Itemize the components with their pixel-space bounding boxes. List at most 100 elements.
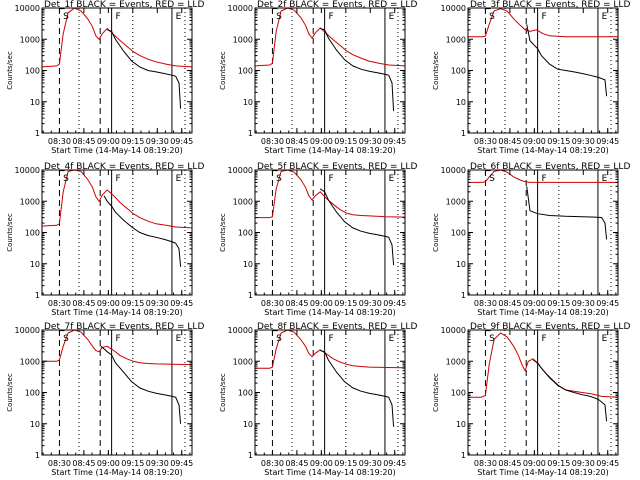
panel-title: Det_9f BLACK = Events, RED = LLD [470,322,630,332]
x-tick-label: 09:15 [334,299,357,308]
panel-title: Det_6f BLACK = Events, RED = LLD [470,162,630,172]
marker-label: S [276,12,282,22]
marker-label: E [389,334,395,344]
marker-label: S [489,12,495,22]
events-series-line [532,359,608,422]
y-axis-label: Counts/sec [219,373,227,412]
detector-panel: Det_5f BLACK = Events, RED = LLD S F E 1 10 10… [219,162,417,317]
x-tick-label: 09:30 [146,299,169,308]
y-tick-label: 1 [461,451,466,460]
y-tick-label: 1000 [233,35,253,44]
x-tick-label: 09:00 [97,459,120,468]
x-tick-label: 09:30 [359,137,382,146]
plot-frame [254,329,406,456]
x-axis-label: Start Time (14-May-14 08:19:20) [51,468,182,477]
x-tick-label: 09:45 [170,459,193,468]
events-series-line [526,186,608,240]
x-axis-label: Start Time (14-May-14 08:19:20) [264,146,395,155]
x-axis-label: Start Time (14-May-14 08:19:20) [477,468,608,477]
x-tick-label: 08:30 [48,137,71,146]
y-tick-label: 10000 [15,166,40,175]
x-tick-label: 09:45 [596,299,619,308]
y-tick-label: 1 [248,451,253,460]
y-tick-label: 1000 [233,197,253,206]
lld-series-line [468,8,618,38]
x-tick-label: 09:00 [523,459,546,468]
x-tick-label: 09:45 [170,137,193,146]
y-tick-label: 1000 [20,197,40,206]
detector-panel: Det_4f BLACK = Events, RED = LLD S F E 1 10 10… [6,162,204,317]
x-tick-label: 09:45 [383,459,406,468]
x-tick-label: 08:30 [261,137,284,146]
events-series-line [107,29,182,109]
lld-series-line [42,329,193,366]
y-tick-label: 10000 [228,166,253,175]
x-tick-label: 09:00 [523,137,546,146]
y-tick-label: 100 [451,67,466,76]
marker-label: E [176,12,182,22]
marker-label: E [602,12,608,22]
marker-label: E [176,334,182,344]
marker-label: F [329,174,334,184]
y-axis-label: Counts/sec [6,213,14,252]
panel-title: Det_3f BLACK = Events, RED = LLD [470,0,630,10]
y-axis-label: Counts/sec [6,373,14,412]
marker-label: E [602,174,608,184]
marker-label: E [176,174,182,184]
lld-series-line [254,7,406,67]
x-tick-label: 09:45 [596,459,619,468]
detector-panel: Det_3f BLACK = Events, RED = LLD S F E 1 10 10… [432,0,630,155]
marker-label: F [116,174,121,184]
lld-series-line [468,332,619,398]
detector-panel: Det_2f BLACK = Events, RED = LLD S F E 1 10 10… [219,0,417,155]
y-tick-label: 10000 [228,4,253,13]
events-series-line [103,195,182,267]
marker-label: S [63,334,69,344]
lld-series-line [255,329,406,369]
panel-title: Det_8f BLACK = Events, RED = LLD [257,322,417,332]
y-tick-label: 10 [456,98,466,107]
x-axis-label: Start Time (14-May-14 08:19:20) [477,308,608,317]
x-tick-label: 09:15 [121,459,144,468]
x-tick-label: 09:00 [97,137,120,146]
x-tick-label: 08:30 [48,459,71,468]
marker-label: F [329,12,334,22]
plot-frame [467,7,619,134]
x-tick-label: 09:30 [572,299,595,308]
panel-title: Det_2f BLACK = Events, RED = LLD [257,0,417,10]
x-axis-label: Start Time (14-May-14 08:19:20) [264,468,395,477]
lld-series-line [41,7,193,68]
x-tick-label: 09:30 [572,137,595,146]
x-tick-label: 09:45 [383,137,406,146]
marker-label: F [542,174,547,184]
panel-title: Det_1f BLACK = Events, RED = LLD [44,0,204,10]
detector-panel: Det_6f BLACK = Events, RED = LLD S F E 1 10 10… [432,162,630,317]
y-tick-label: 1000 [233,357,253,366]
marker-label: F [116,334,121,344]
x-tick-label: 09:30 [146,137,169,146]
marker-label: F [116,12,121,22]
y-axis-label: Counts/sec [432,373,440,412]
y-tick-label: 10 [30,98,40,107]
y-tick-label: 100 [238,229,253,238]
x-tick-label: 08:30 [261,299,284,308]
x-tick-label: 08:45 [285,299,308,308]
marker-label: S [276,334,282,344]
marker-label: F [542,12,547,22]
panel-title: Det_4f BLACK = Events, RED = LLD [44,162,204,172]
x-axis-label: Start Time (14-May-14 08:19:20) [264,308,395,317]
x-tick-label: 08:45 [498,299,521,308]
y-tick-label: 100 [25,389,40,398]
y-tick-label: 1000 [446,357,466,366]
lld-series-line [41,169,193,229]
plot-frame [41,169,193,296]
x-tick-label: 09:45 [596,137,619,146]
events-series-line [526,24,608,97]
x-tick-label: 09:00 [310,299,333,308]
marker-label: S [489,174,495,184]
marker-label: F [542,334,547,344]
x-tick-label: 09:00 [310,137,333,146]
x-tick-label: 09:15 [334,459,357,468]
y-tick-label: 100 [451,389,466,398]
